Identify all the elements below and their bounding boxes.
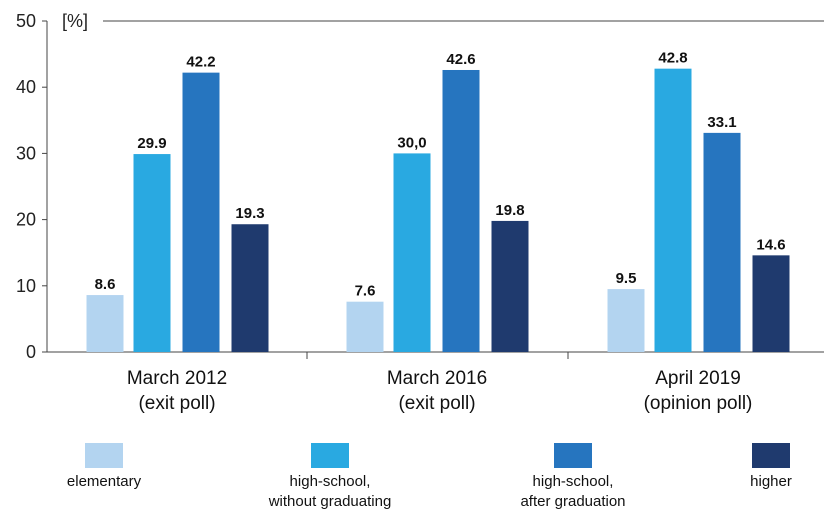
bar-value-label: 9.5 (616, 270, 637, 287)
legend-label: without graduating (268, 493, 392, 510)
legend-swatch (311, 443, 349, 468)
bar-value-label: 29.9 (137, 135, 166, 152)
bar (752, 255, 790, 352)
bar (703, 132, 741, 352)
y-tick-label: 20 (16, 210, 36, 230)
bar-value-label: 42.8 (658, 50, 687, 67)
category-label: March 2016 (387, 368, 487, 389)
legend-label: elementary (67, 473, 142, 490)
bar (654, 68, 692, 352)
legend-label: higher (750, 473, 792, 490)
y-tick-label: 50 (16, 11, 36, 31)
bar (231, 224, 269, 352)
bar-value-label: 8.6 (95, 276, 116, 293)
bar-value-label: 42.6 (446, 51, 475, 68)
legend-label: high-school, (533, 473, 614, 490)
bar (393, 153, 431, 352)
bar-value-label: 19.3 (235, 205, 264, 222)
group-labels-layer: March 2012 (exit poll) March 2016 (exit pol… (127, 368, 753, 414)
bar-value-label: 7.6 (355, 283, 376, 300)
bar-value-label: 19.8 (495, 202, 524, 219)
bar (491, 220, 529, 352)
axes-layer: 0 10 20 30 40 50 [%] (16, 11, 824, 362)
legend-swatch (554, 443, 592, 468)
y-tick-label: 10 (16, 276, 36, 296)
bar (346, 301, 384, 352)
legend-label: high-school, (290, 473, 371, 490)
category-label: (exit poll) (398, 393, 475, 414)
y-tick-label: 40 (16, 77, 36, 97)
legend: elementary high-school, without graduating… (67, 443, 792, 510)
category-label: (opinion poll) (644, 393, 753, 414)
value-labels-layer: 8.6 7.6 9.5 29.9 30,0 42.8 42.2 42.6 33.1 19.3 19.… (95, 50, 786, 300)
bar-value-label: 42.2 (186, 54, 215, 71)
bar (86, 295, 124, 352)
bar (442, 69, 480, 352)
bar (133, 154, 171, 352)
bars-layer (86, 68, 790, 353)
legend-label: after graduation (520, 493, 625, 510)
bar (182, 72, 220, 353)
category-label: (exit poll) (138, 393, 215, 414)
y-tick-label: 30 (16, 143, 36, 163)
bar-value-label: 30,0 (397, 134, 426, 151)
legend-swatch (752, 443, 790, 468)
category-label: March 2012 (127, 368, 227, 389)
bar-value-label: 14.6 (756, 236, 785, 253)
legend-swatch (85, 443, 123, 468)
unit-label: [%] (62, 11, 88, 31)
category-label: April 2019 (655, 368, 741, 389)
bar-value-label: 33.1 (707, 114, 736, 131)
bar (607, 289, 645, 352)
y-tick-label: 0 (26, 342, 36, 362)
